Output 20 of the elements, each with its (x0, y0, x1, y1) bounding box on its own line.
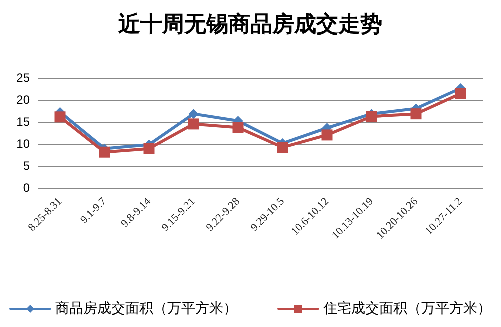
point (54, 112, 66, 123)
y-tick-label: 20 (16, 93, 30, 107)
point (410, 108, 422, 120)
point (144, 143, 155, 154)
y-tick-label: 5 (23, 159, 30, 173)
y-tick-label: 15 (16, 115, 30, 129)
point (99, 146, 110, 158)
y-tick-label: 0 (23, 181, 30, 195)
legend-label: 住宅成交面积（万平方米） (322, 301, 492, 317)
y-tick-label: 25 (16, 71, 30, 85)
point (188, 118, 200, 130)
y-tick-label: 10 (16, 137, 30, 151)
legend-label: 商品房成交面积（万平方米） (56, 301, 238, 317)
point (322, 130, 333, 141)
point (232, 122, 244, 134)
point (188, 109, 199, 120)
point (366, 111, 378, 122)
point (277, 142, 288, 154)
chart-title: 近十周无锡商品房成交走势 (118, 12, 382, 36)
point (455, 88, 466, 100)
